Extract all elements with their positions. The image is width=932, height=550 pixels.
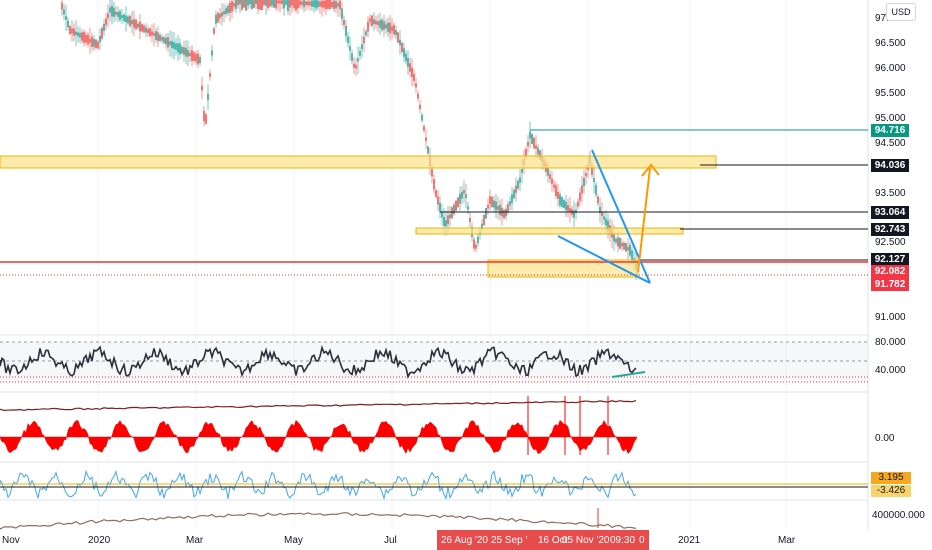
- resistance-zone[interactable]: [0, 155, 717, 169]
- price-tick: 92.500: [875, 237, 906, 248]
- price-tick: 94.500: [875, 138, 906, 149]
- blue-osc-tag: 3.195: [871, 472, 911, 484]
- time-range-highlight: [437, 530, 649, 550]
- arrow-head: [641, 163, 660, 177]
- price-tag: 92.127: [871, 253, 909, 266]
- price-tick: 93.500: [875, 188, 906, 199]
- mid-zone[interactable]: [415, 227, 684, 235]
- price-tick: 96.500: [875, 38, 906, 49]
- wedge-lower-line[interactable]: [557, 235, 651, 284]
- price-tag-high: 94.716: [871, 124, 909, 137]
- time-tick: Jul: [384, 535, 397, 546]
- blue-osc-value: -3.426: [876, 485, 906, 496]
- price-tick: 95.500: [875, 88, 906, 99]
- price-tag-value: 92.127: [874, 254, 906, 265]
- osc-spikes: [527, 396, 609, 455]
- osc-average-line: [0, 400, 637, 412]
- rsi-band: [0, 342, 868, 382]
- time-highlight-label: 05 Nov '20: [562, 535, 610, 546]
- time-tick: 2020: [88, 535, 111, 546]
- price-tag: 92.743: [871, 223, 909, 236]
- time-tick: Mar: [778, 535, 796, 546]
- time-highlight-label: 25 Sep ': [491, 535, 528, 546]
- price-tag-value: 92.082: [874, 266, 906, 277]
- blue-osc-tag: -3.426: [871, 485, 911, 497]
- time-highlight-label: 0: [639, 535, 645, 546]
- blue-oscillator: [0, 469, 637, 501]
- price-tag-current: 92.082: [871, 265, 909, 278]
- time-tick: May: [284, 535, 303, 546]
- price-tick: 96.000: [875, 63, 906, 74]
- time-highlight-label: 09:30: [610, 535, 636, 546]
- rsi-trendline[interactable]: [611, 371, 646, 378]
- rsi-line: [0, 344, 637, 379]
- price-tag-low: 91.782: [871, 278, 909, 291]
- currency-badge[interactable]: USD: [886, 3, 916, 21]
- price-tag-value: 94.036: [874, 160, 906, 171]
- price-tag-value: 92.743: [874, 224, 906, 235]
- price-tag-value: 94.716: [874, 125, 906, 136]
- time-highlight-label: 16 Oct: [538, 535, 568, 546]
- wedge-upper-line[interactable]: [591, 149, 651, 284]
- price-tick: 95.000: [875, 113, 906, 124]
- volume-line: [0, 512, 637, 530]
- price-tag-value: 91.782: [874, 279, 906, 290]
- price-candles: [61, 0, 637, 281]
- price-tag: 94.036: [871, 159, 909, 172]
- rsi-tick: 40.000: [875, 365, 906, 376]
- time-tick: 2021: [678, 535, 701, 546]
- time-tick: Nov: [2, 535, 20, 546]
- projection-arrow[interactable]: [637, 167, 651, 273]
- price-tag-value: 93.064: [874, 207, 906, 218]
- osc-tick: 0.00: [875, 433, 895, 444]
- price-tick: 91.000: [875, 312, 906, 323]
- time-highlight-label: 26 Aug '20: [441, 535, 488, 546]
- time-axis[interactable]: [0, 530, 868, 550]
- volume-tick: 400000.000: [872, 510, 925, 521]
- time-tick: Mar: [186, 535, 204, 546]
- price-tag: 93.064: [871, 206, 909, 219]
- blue-osc-value: 3.195: [878, 472, 904, 483]
- oscillator-histogram: [0, 419, 638, 455]
- grid: [97, 0, 787, 530]
- rsi-tick: 80.000: [875, 337, 906, 348]
